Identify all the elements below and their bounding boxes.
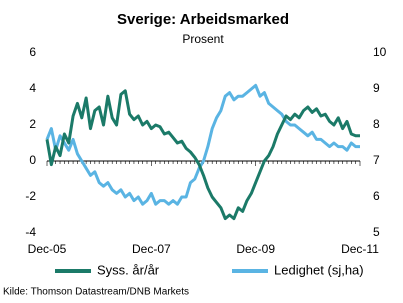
y2-tick-label: 8: [373, 117, 380, 131]
series-line: [45, 89, 360, 221]
y-tick-label: -4: [25, 225, 36, 239]
y2-tick-label: 5: [373, 225, 380, 239]
y-tick-label: 2: [29, 117, 36, 131]
legend-label: Ledighet (sj,ha): [274, 262, 364, 277]
y-tick-label: 6: [29, 45, 36, 59]
legend-label: Syss. år/år: [97, 262, 160, 277]
x-tick-label: Dec-09: [236, 242, 275, 256]
x-tick-label: Dec-11: [341, 242, 379, 256]
y2-tick-label: 6: [373, 189, 380, 203]
source-note: Kilde: Thomson Datastream/DNB Markets: [3, 287, 189, 298]
chart-title: Sverige: Arbeidsmarked: [117, 11, 289, 28]
y2-tick-label: 9: [373, 81, 380, 95]
y2-tick-label: 7: [373, 153, 380, 167]
y2-tick-label: 10: [373, 45, 387, 59]
series-line: [45, 83, 360, 206]
y-tick-label: -2: [25, 189, 36, 203]
x-tick-label: Dec-05: [28, 242, 67, 256]
x-tick-label: Dec-07: [132, 242, 171, 256]
chart-subtitle: Prosent: [182, 32, 224, 46]
y-tick-label: 4: [29, 81, 36, 95]
y-tick-label: 0: [29, 153, 36, 167]
